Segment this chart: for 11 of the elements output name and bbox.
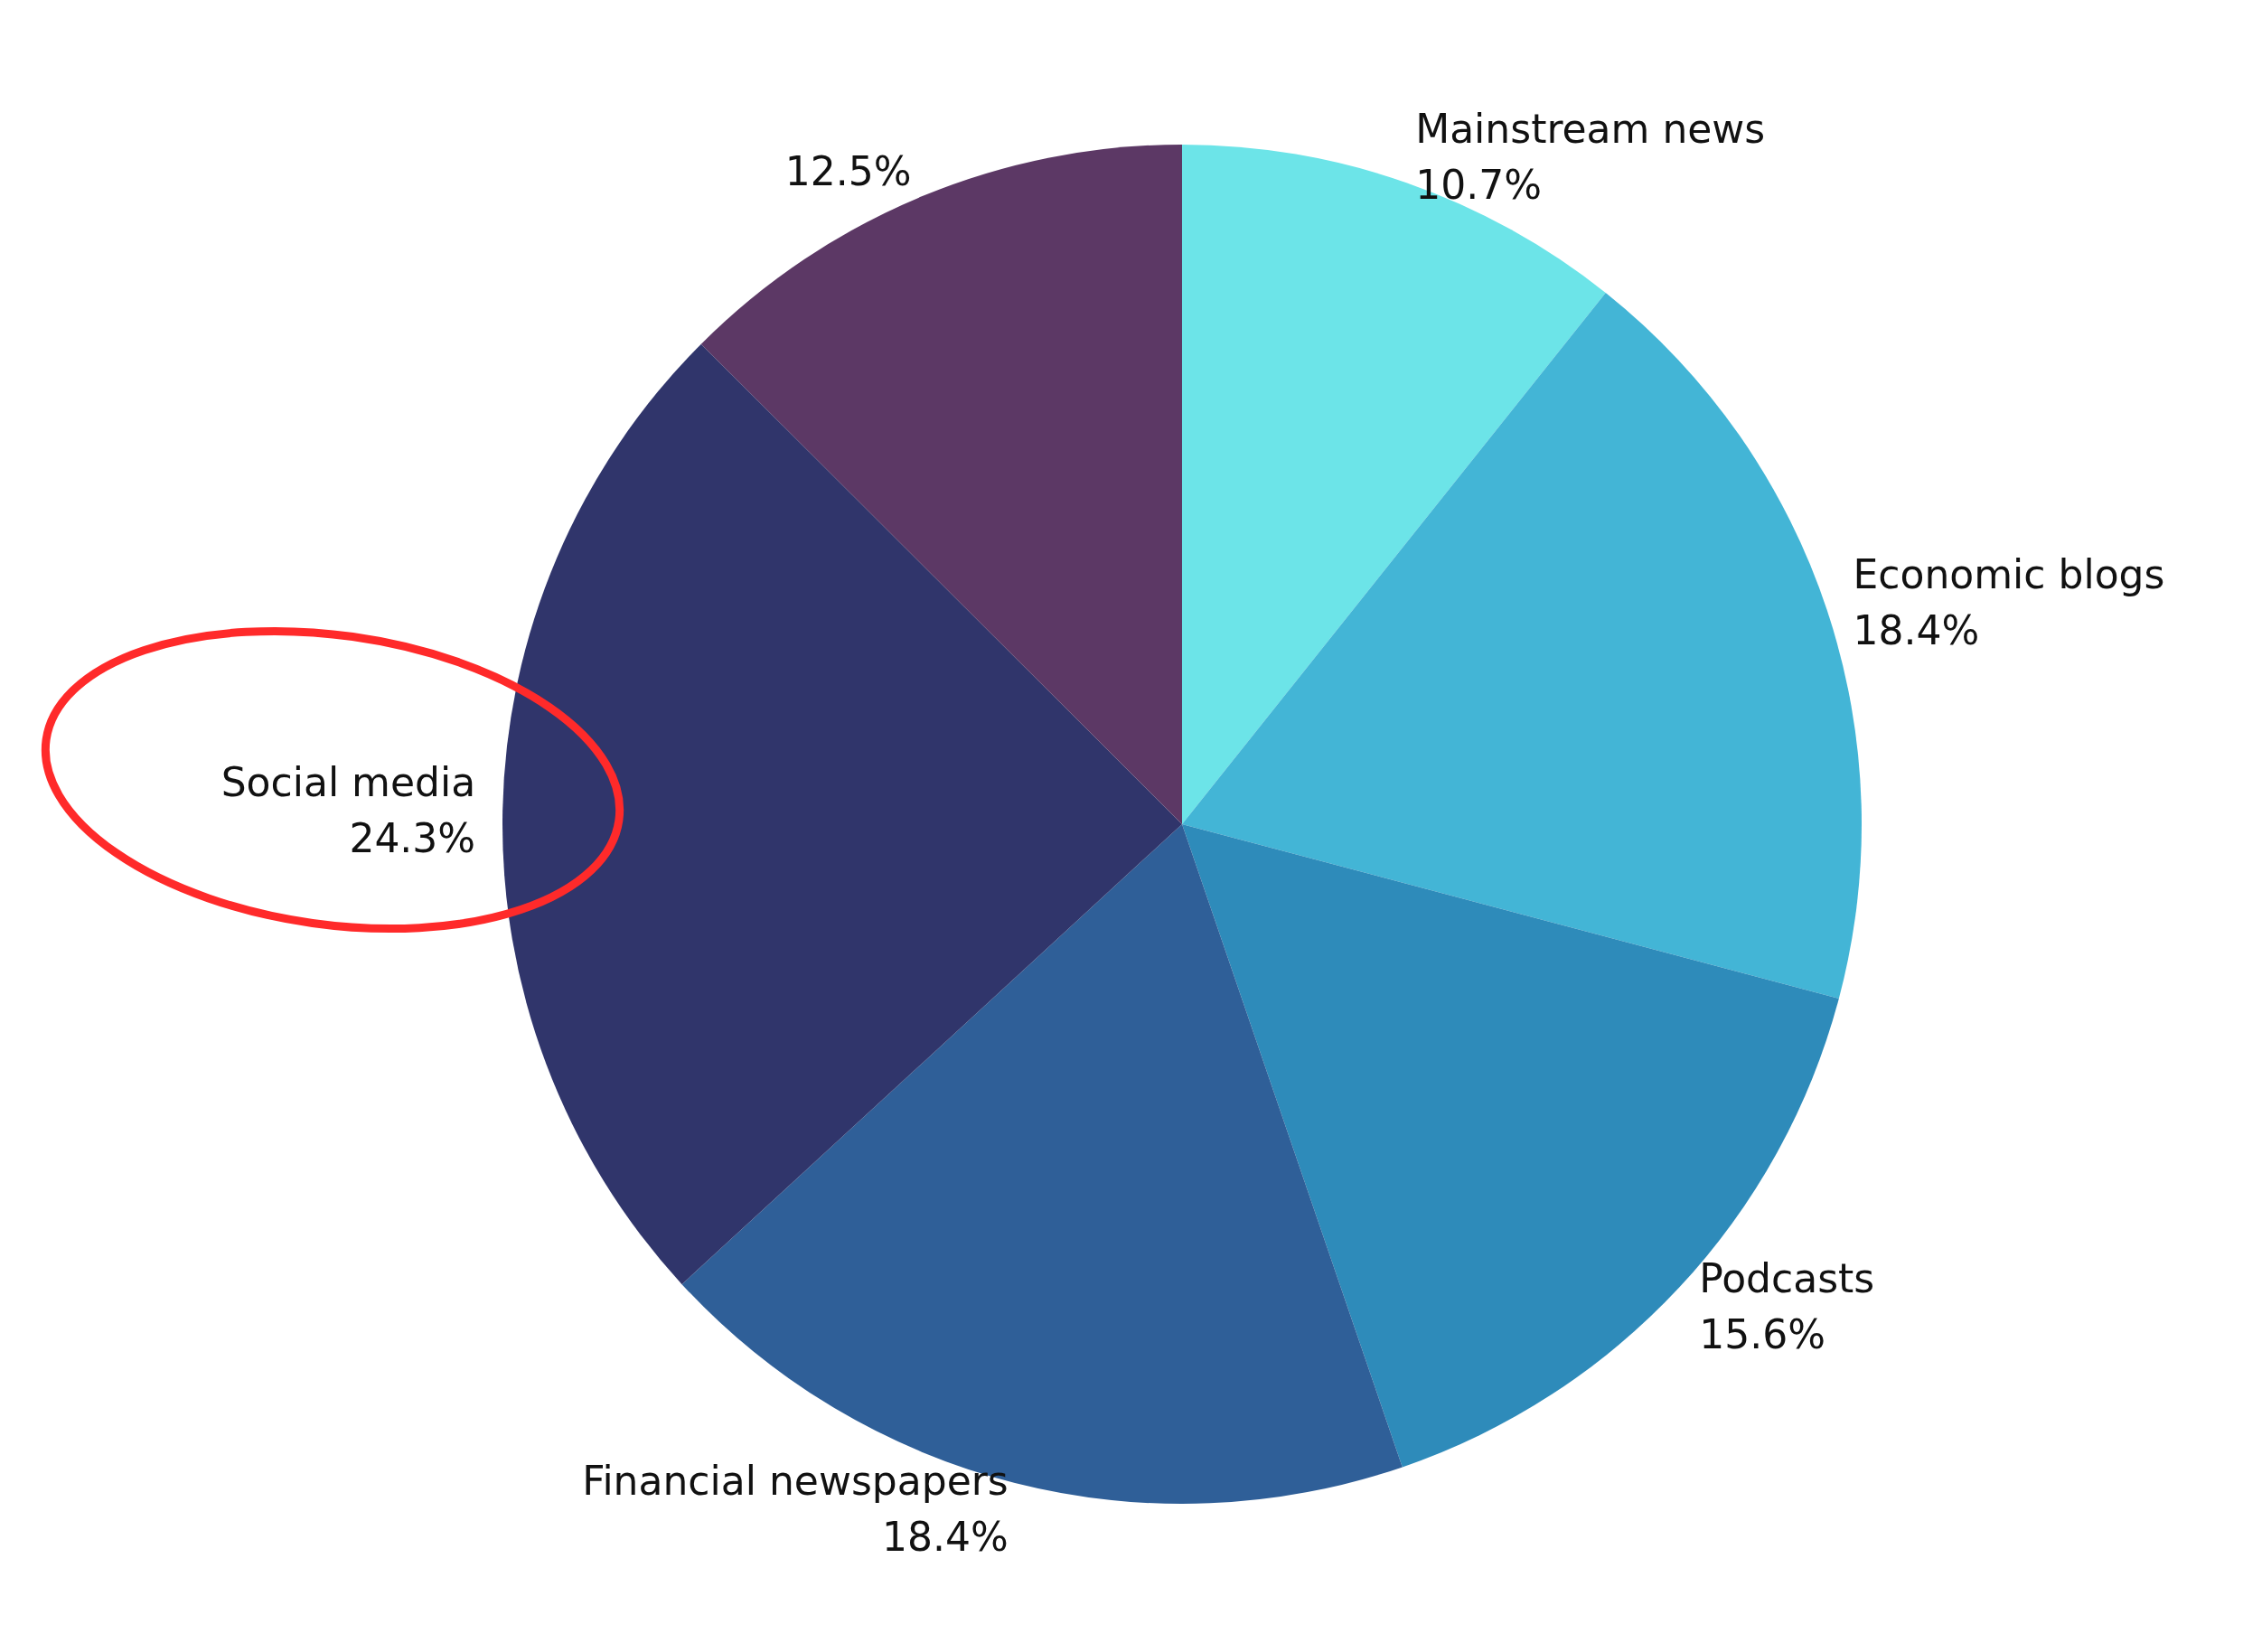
slice-label: Social media	[221, 758, 476, 805]
data-label: 18.4%	[881, 1514, 1009, 1561]
data-label: 24.3%	[349, 814, 476, 861]
slice-label: Economic blogs	[1853, 551, 2165, 598]
slice-label: Mainstream news	[1415, 106, 1766, 153]
data-label: 10.7%	[1415, 162, 1542, 209]
data-label: 12.5%	[784, 148, 912, 195]
data-label: 18.4%	[1853, 607, 1980, 654]
slice-label: Financial newspapers	[582, 1458, 1009, 1505]
slice-label: Podcasts	[1699, 1254, 1875, 1301]
data-label: 15.6%	[1699, 1310, 1825, 1357]
